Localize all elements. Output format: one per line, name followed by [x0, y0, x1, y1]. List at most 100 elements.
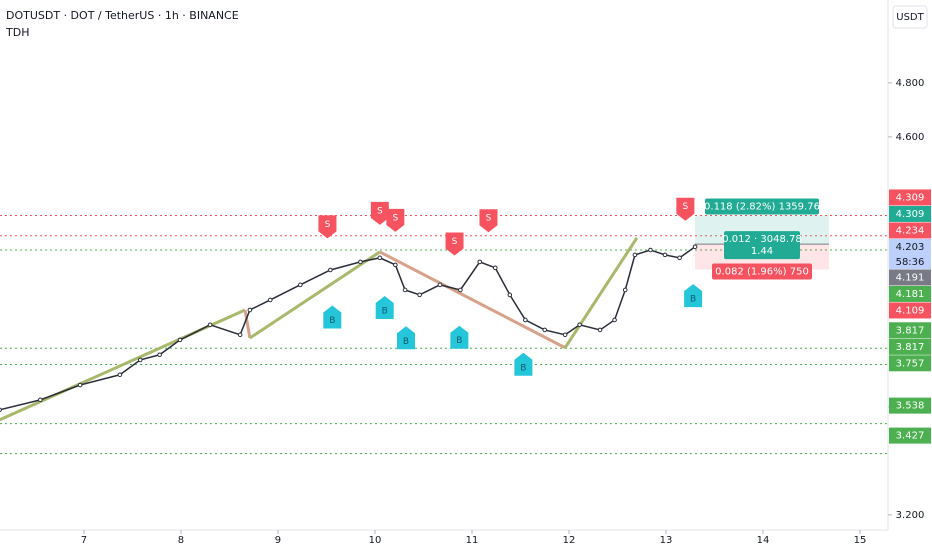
price-tag-label: 4.191	[896, 272, 925, 283]
sell-signal	[386, 208, 405, 232]
price-point	[492, 265, 498, 271]
price-tag-label: 3.427	[896, 431, 925, 442]
x-tick-label: 8	[178, 535, 184, 546]
x-tick-label: 12	[563, 535, 576, 546]
zigzag-segment	[243, 309, 252, 339]
price-point	[523, 317, 528, 323]
price-tag-label: 4.203	[896, 242, 925, 253]
buy-signal	[397, 326, 416, 350]
price-tag-label: 3.817	[896, 342, 925, 353]
price-point	[298, 282, 303, 288]
buy-signal	[450, 325, 469, 349]
price-tag-label: 4.109	[896, 305, 925, 316]
signal-label: B	[329, 316, 335, 326]
indicator-name: TDH	[5, 26, 29, 39]
price-point	[417, 292, 422, 298]
price-tag	[889, 189, 931, 206]
price-point	[622, 287, 628, 293]
chart-title: DOTUSDT · DOT / TetherUS · 1h · BINANCE	[6, 9, 239, 22]
price-tag	[889, 269, 931, 286]
buy-signal	[514, 352, 533, 376]
price-tag	[889, 205, 931, 222]
price-tag-label: 4.181	[896, 289, 925, 300]
price-point	[562, 332, 568, 338]
price-tag-label: 3.538	[896, 401, 925, 412]
buy-signal	[323, 305, 342, 329]
price-point	[207, 322, 213, 328]
buy-signal	[684, 284, 703, 308]
price-tag	[889, 397, 931, 414]
signal-label: S	[377, 206, 383, 216]
x-tick-label: 11	[466, 535, 479, 546]
signal-label: S	[486, 214, 492, 224]
price-point	[597, 327, 603, 333]
x-tick-label: 7	[81, 535, 87, 546]
price-point	[377, 255, 383, 261]
price-tag	[889, 285, 931, 302]
zigzag-segment	[379, 250, 566, 350]
price-point	[117, 372, 123, 378]
sell-signal	[479, 209, 498, 233]
price-tag-label: 3.757	[896, 358, 925, 369]
signal-label: S	[325, 220, 331, 230]
entry-label-box	[724, 231, 801, 260]
signal-label: B	[382, 307, 388, 317]
price-tag-label: 4.234	[896, 225, 925, 236]
currency-box[interactable]	[892, 5, 928, 29]
price-point	[477, 259, 483, 265]
price-point	[247, 307, 253, 313]
price-point	[358, 259, 363, 265]
y-tick-label: 4.600	[896, 132, 925, 143]
signal-label: S	[392, 213, 398, 223]
target-label-box	[705, 198, 820, 215]
price-tag	[889, 238, 931, 255]
price-point	[662, 252, 668, 258]
y-tick-label: 4.800	[896, 78, 925, 89]
zigzag-segment	[563, 237, 639, 349]
sell-signal	[445, 232, 464, 256]
sell-signal	[370, 201, 389, 225]
price-tag-label: 4.309	[896, 192, 925, 203]
signal-label: B	[690, 295, 696, 305]
price-point	[267, 297, 273, 303]
price-point	[402, 287, 408, 293]
price-point	[77, 382, 83, 388]
entry-label: 0.012 · 3048.78	[722, 234, 802, 245]
price-point	[577, 322, 582, 328]
signal-label: B	[456, 336, 462, 346]
price-point	[328, 267, 333, 273]
price-point	[157, 352, 162, 358]
countdown-box	[889, 254, 931, 269]
price-point	[632, 252, 638, 258]
stop-label: 0.082 (1.96%) 750	[715, 266, 809, 277]
x-tick-label: 10	[369, 535, 382, 546]
signal-label: S	[452, 237, 458, 247]
price-point	[692, 244, 698, 250]
signal-label: B	[403, 337, 409, 347]
y-tick-label: 3.200	[896, 510, 925, 521]
price-point	[393, 262, 398, 268]
price-tag	[889, 222, 931, 239]
target-label: 0.118 (2.82%) 1359.76	[704, 201, 820, 212]
price-point	[458, 287, 463, 293]
price-point	[0, 407, 2, 413]
price-point	[507, 292, 513, 298]
price-point	[137, 357, 143, 363]
price-tag-label: 4.309	[896, 209, 925, 220]
zigzag-segment	[249, 250, 381, 340]
price-point	[612, 317, 617, 323]
price-tag	[889, 302, 931, 319]
buy-signal	[375, 296, 394, 320]
x-tick-label: 14	[757, 535, 770, 546]
sell-signal	[318, 215, 337, 239]
price-point	[38, 397, 43, 403]
price-point	[542, 327, 548, 333]
x-tick-label: 13	[660, 535, 673, 546]
entry-sublabel: 1.44	[751, 246, 773, 257]
price-point	[177, 337, 183, 343]
sell-signal	[676, 197, 695, 221]
price-tag-label: 3.817	[896, 325, 925, 336]
price-tag	[889, 427, 931, 444]
price-point	[437, 282, 443, 288]
